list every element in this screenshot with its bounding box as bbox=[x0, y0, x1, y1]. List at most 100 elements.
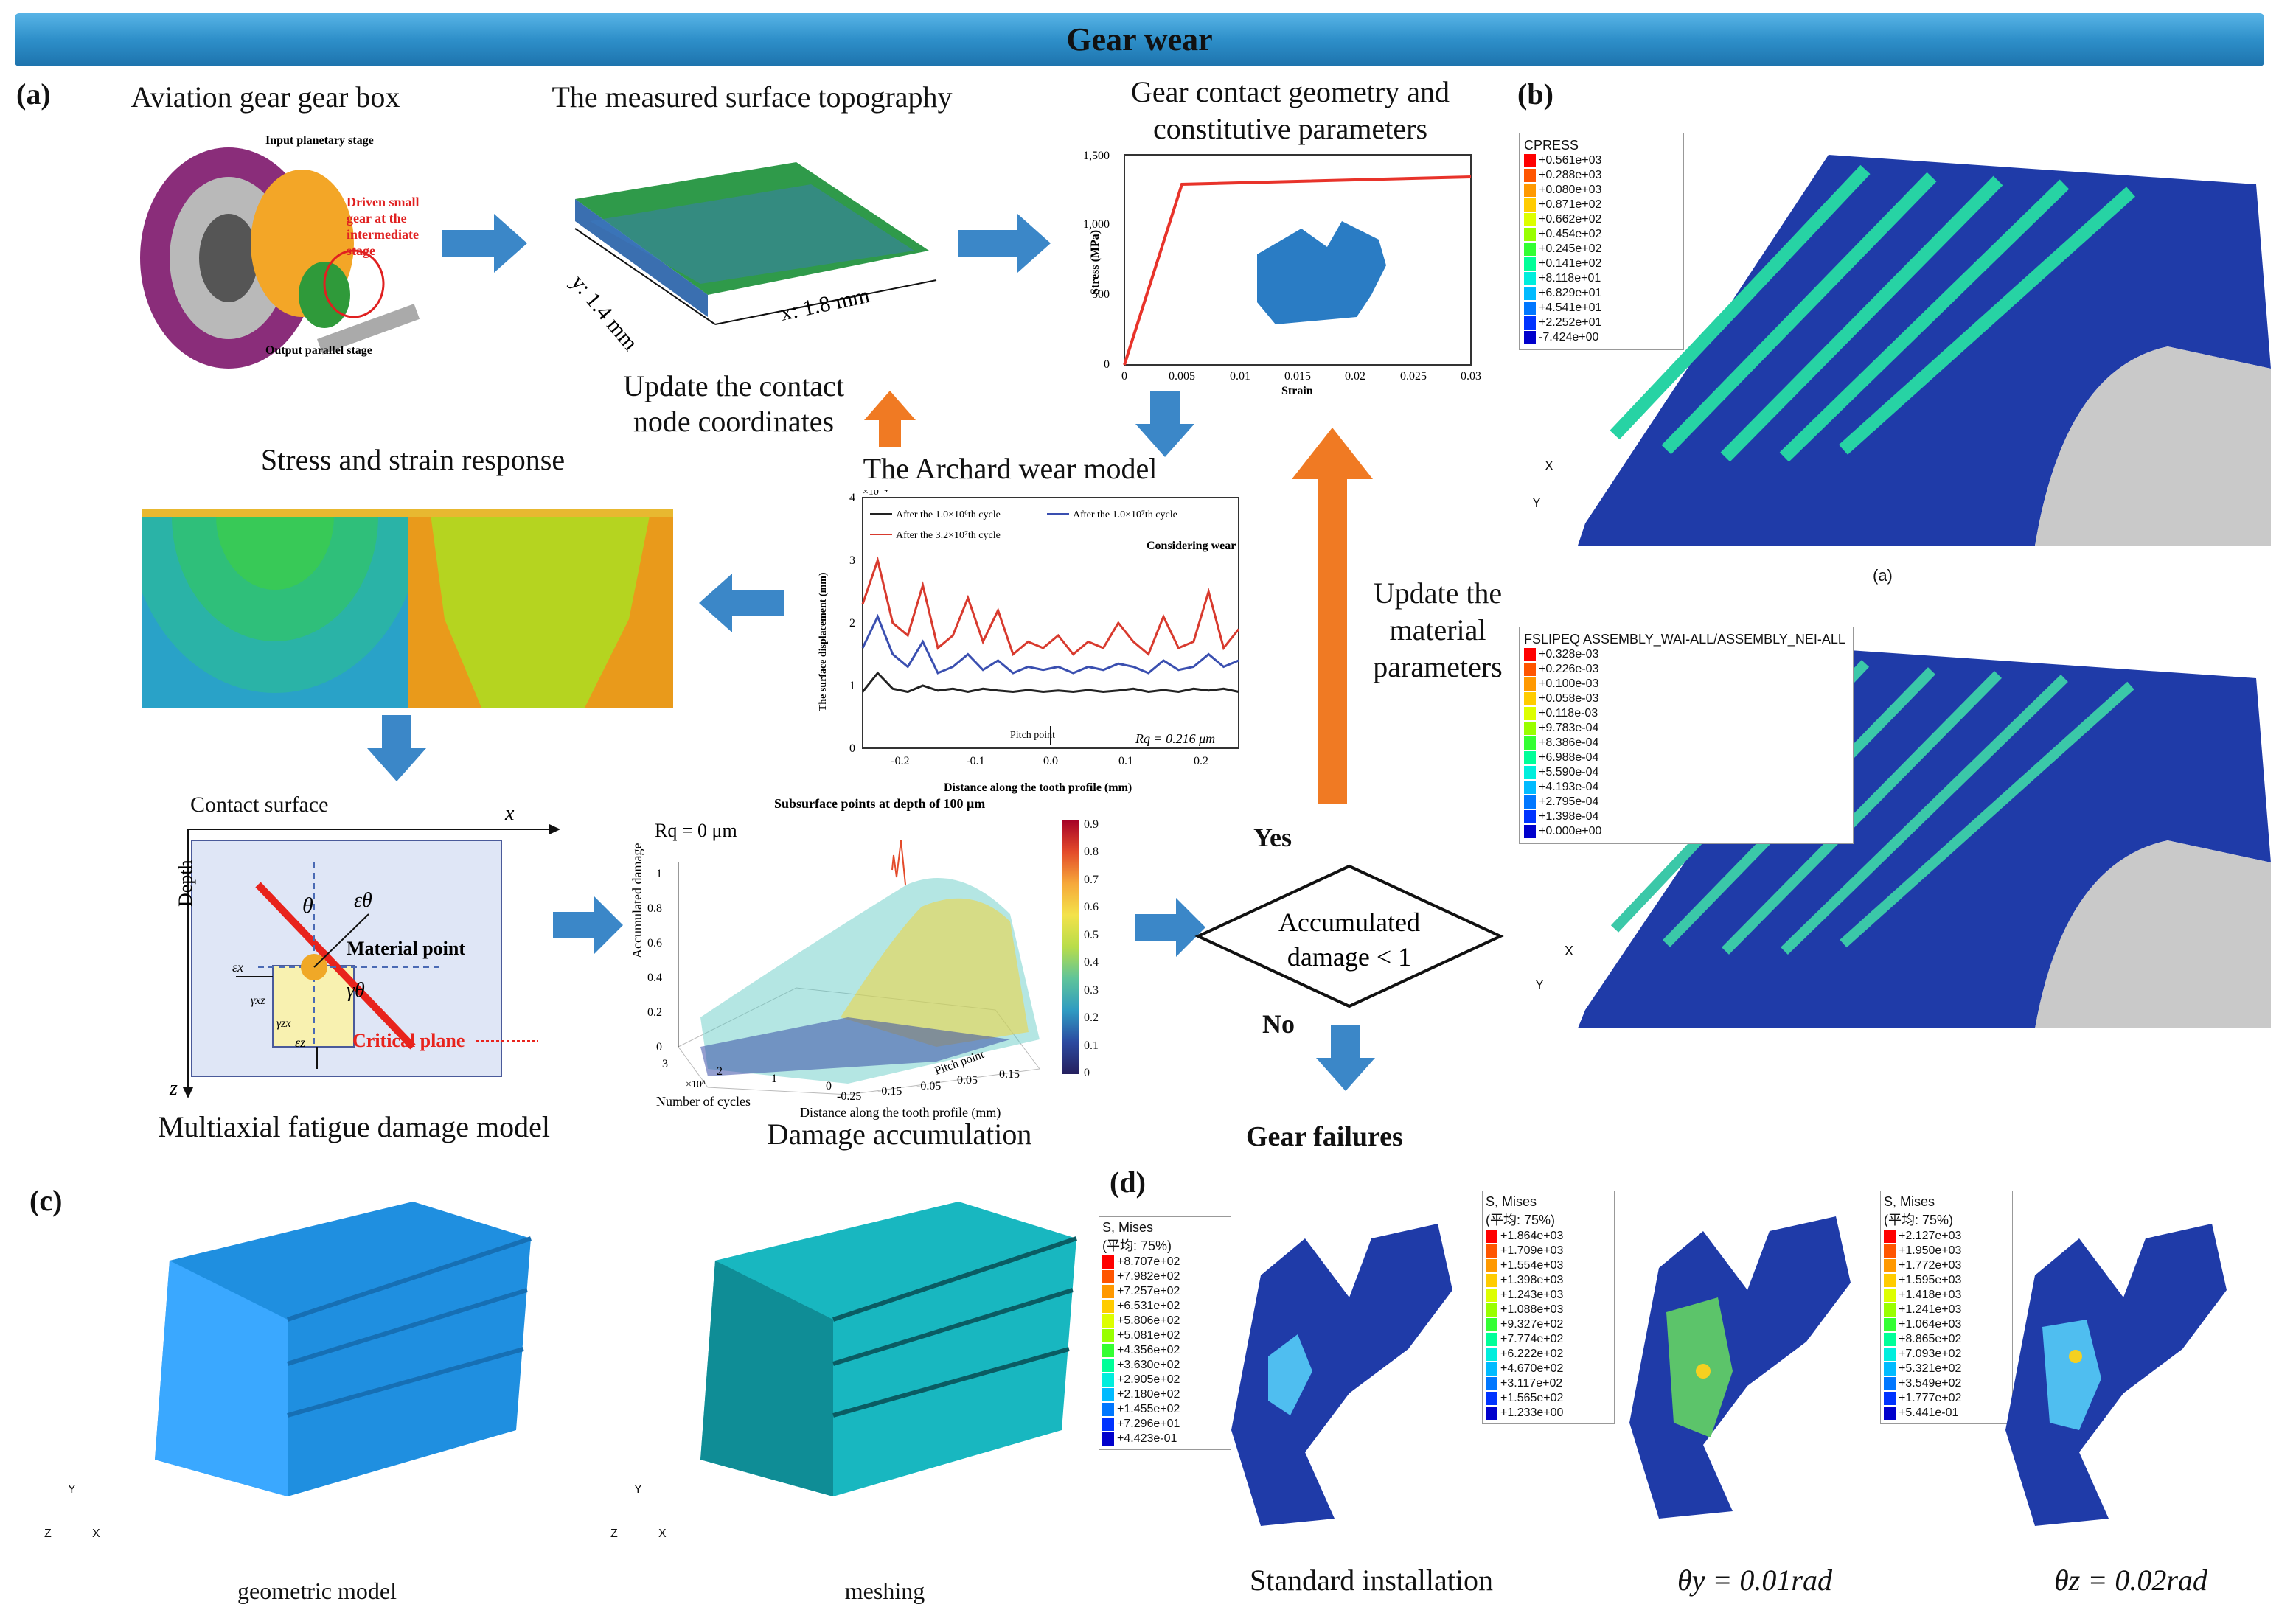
eps-x-label: εx bbox=[232, 960, 243, 975]
wear-rq-label: Rq = 0.216 μm bbox=[1135, 731, 1215, 746]
gear-segment bbox=[1231, 1224, 1452, 1526]
legend-swatch bbox=[1102, 1285, 1114, 1298]
legend-value: +2.905e+02 bbox=[1117, 1373, 1180, 1386]
legend-row: +8.865e+02 bbox=[1884, 1332, 2009, 1347]
legend-value: +1.709e+03 bbox=[1500, 1244, 1564, 1257]
legend-swatch bbox=[1884, 1407, 1896, 1420]
contour-right-core bbox=[430, 509, 651, 708]
arrow-shape bbox=[1135, 898, 1205, 957]
stress-xtick-5: 0.025 bbox=[1400, 370, 1427, 383]
legend-swatch bbox=[1524, 810, 1536, 823]
legend-swatch bbox=[1524, 781, 1536, 794]
legend-row: +7.257e+02 bbox=[1102, 1284, 1228, 1299]
legend-swatch bbox=[1102, 1432, 1114, 1446]
mises-legend-title: S, Mises bbox=[1884, 1194, 1935, 1209]
arrow-down-3 bbox=[1316, 1025, 1375, 1091]
legend-swatch bbox=[1486, 1259, 1497, 1272]
legend-value: +1.398e+03 bbox=[1500, 1274, 1564, 1286]
stress-xtick-3: 0.015 bbox=[1284, 370, 1311, 383]
gear-failures-label: Gear failures bbox=[1246, 1121, 1403, 1152]
gear-bore bbox=[2035, 346, 2271, 546]
legend-value: +2.252e+01 bbox=[1539, 316, 1602, 329]
legend-text-2: After the 1.0×10⁷th cycle bbox=[1073, 509, 1177, 520]
label-driven-2: gear at the bbox=[347, 211, 407, 226]
legend-swatch bbox=[1102, 1270, 1114, 1283]
legend-row: +0.245e+02 bbox=[1524, 242, 1679, 257]
legend-row: +2.127e+03 bbox=[1884, 1229, 2009, 1244]
wear-ytick: 0 bbox=[849, 742, 855, 755]
legend-row: +1.554e+03 bbox=[1486, 1258, 1611, 1273]
legend-value: +5.081e+02 bbox=[1117, 1329, 1180, 1342]
stress-ytick-500: 500 bbox=[1092, 288, 1110, 301]
label-output-stage: Output parallel stage bbox=[265, 344, 372, 357]
wear-y-exponent: ×10⁻⁴ bbox=[863, 490, 888, 498]
legend-swatch bbox=[1524, 169, 1536, 182]
wear-pitch-label: Pitch point bbox=[1010, 730, 1055, 741]
legend-row: +3.630e+02 bbox=[1102, 1358, 1228, 1373]
legend-swatch bbox=[1884, 1362, 1896, 1376]
legend-value: +1.554e+03 bbox=[1500, 1259, 1564, 1272]
fslipeq-legend-title: FSLIPEQ ASSEMBLY_WAI-ALL/ASSEMBLY_NEI-AL… bbox=[1524, 632, 1845, 647]
caption-theta-z: θz = 0.02rad bbox=[2054, 1564, 2207, 1597]
legend-row: +7.093e+02 bbox=[1884, 1347, 2009, 1362]
legend-row: +7.774e+02 bbox=[1486, 1332, 1611, 1347]
arrow-right-4 bbox=[1135, 898, 1205, 957]
geo-front-face bbox=[155, 1261, 288, 1496]
arrow-shape bbox=[1292, 428, 1373, 804]
wear-series-line-3 bbox=[861, 556, 1240, 657]
legend-row: +1.455e+02 bbox=[1102, 1402, 1228, 1417]
legend-swatch bbox=[1102, 1314, 1114, 1328]
gear-contact-icon bbox=[1257, 221, 1386, 324]
legend-value: +8.118e+01 bbox=[1539, 272, 1601, 285]
gamma-xz-label: γxz bbox=[251, 994, 265, 1007]
damage-ztick-2: 0.4 bbox=[647, 972, 662, 984]
legend-row: +2.180e+02 bbox=[1102, 1387, 1228, 1402]
damage-ytick-3: 3 bbox=[662, 1058, 668, 1070]
update-coords-line1: Update the contact bbox=[623, 369, 844, 402]
legend-value: +0.080e+03 bbox=[1539, 184, 1602, 196]
damage-ztick-0: 0 bbox=[656, 1041, 662, 1053]
arrow-right-3 bbox=[553, 896, 623, 955]
legend-value: +1.233e+00 bbox=[1500, 1407, 1564, 1419]
topo-axis-x bbox=[714, 279, 937, 325]
wear-series-line-1 bbox=[861, 671, 1239, 694]
legend-swatch bbox=[1486, 1392, 1497, 1405]
legend-swatch bbox=[1102, 1344, 1114, 1357]
stress-response-title: Stress and strain response bbox=[260, 443, 566, 476]
legend-swatch bbox=[1524, 184, 1536, 197]
wear-chart: ×10⁻⁴ The surface displacement (mm) Dist… bbox=[818, 490, 1240, 794]
legend-swatch bbox=[1486, 1348, 1497, 1361]
damage-ytick-2: 2 bbox=[717, 1065, 723, 1078]
legend-row: +0.080e+03 bbox=[1524, 183, 1679, 198]
legend-row: +3.549e+02 bbox=[1884, 1376, 2009, 1391]
stress-xlabel: Strain bbox=[1281, 385, 1313, 397]
arrow-shape bbox=[553, 896, 623, 955]
gear-body bbox=[1578, 155, 2271, 546]
damage-ztick-5: 1 bbox=[656, 868, 662, 880]
mises-legend-title: S, Mises bbox=[1102, 1220, 1154, 1235]
mises-legend-sub: (平均: 75%) bbox=[1486, 1213, 1556, 1227]
topography-surface: y: 1.4 mm x: 1.8 mm bbox=[566, 162, 937, 355]
legend-swatch bbox=[1524, 198, 1536, 212]
material-point-label: Material point bbox=[347, 938, 465, 959]
arrow-down-1 bbox=[1135, 391, 1194, 457]
mises-legend-sub: (平均: 75%) bbox=[1884, 1213, 1954, 1227]
gearbox-title: Aviation gear gear box bbox=[131, 80, 400, 114]
z-axis-label: z bbox=[169, 1077, 178, 1098]
mises-legend-rows: +2.127e+03 +1.950e+03 +1.772e+03 +1.595e+03… bbox=[1884, 1229, 2009, 1421]
legend-row: +0.662e+02 bbox=[1524, 212, 1679, 227]
gamma-zx-label: γzx bbox=[276, 1017, 291, 1030]
c-axis-z-2: Z bbox=[610, 1527, 618, 1540]
panel-label-d: (d) bbox=[1110, 1165, 1146, 1199]
legend-swatch bbox=[1884, 1333, 1896, 1346]
legend-swatch bbox=[1486, 1333, 1497, 1346]
damage-floor bbox=[678, 987, 1040, 1095]
colorbar-tick: 0.2 bbox=[1084, 1011, 1099, 1025]
legend-value: +7.774e+02 bbox=[1500, 1333, 1564, 1345]
legend-value: +5.441e-01 bbox=[1899, 1407, 1959, 1419]
decision-diamond: Accumulated damage < 1 bbox=[1194, 864, 1504, 1008]
geometric-model bbox=[155, 1202, 532, 1496]
x-axis-label: x bbox=[504, 804, 515, 825]
legend-swatch bbox=[1524, 331, 1536, 344]
legend-row: +1.772e+03 bbox=[1884, 1258, 2009, 1273]
